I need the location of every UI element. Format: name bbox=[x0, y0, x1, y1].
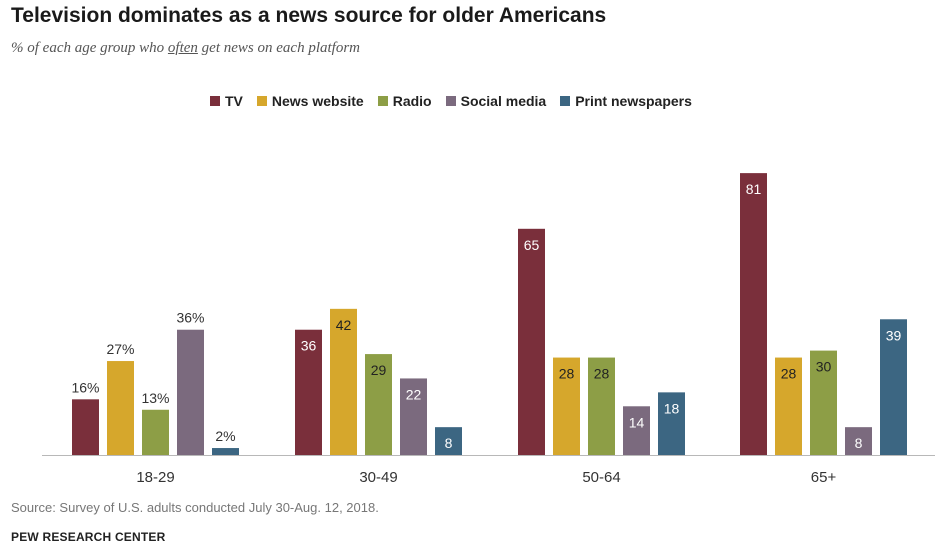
bar-print-newspapers-65+ bbox=[880, 319, 907, 455]
value-label: 42 bbox=[336, 317, 352, 333]
legend-swatch-tv bbox=[210, 96, 220, 106]
category-label: 18-29 bbox=[136, 469, 174, 486]
legend-label-print-newspapers: Print newspapers bbox=[575, 93, 692, 109]
value-label: 22 bbox=[406, 386, 422, 402]
legend-swatch-news-website bbox=[256, 96, 267, 106]
value-label: 36 bbox=[301, 338, 317, 354]
value-label: 13% bbox=[141, 390, 169, 406]
legend-item-print-newspapers: Print newspapers bbox=[560, 93, 692, 109]
bar-tv-30-49 bbox=[295, 329, 322, 455]
bar-tv-65+ bbox=[740, 173, 767, 455]
value-label: 30 bbox=[816, 359, 832, 375]
value-label: 36% bbox=[176, 310, 204, 326]
bar-social-media-65+ bbox=[845, 427, 872, 455]
category-label: 50-64 bbox=[582, 469, 620, 486]
bar-radio-18-29 bbox=[142, 409, 169, 455]
bar-social-media-18-29 bbox=[177, 329, 204, 455]
source-note: Source: Survey of U.S. adults conducted … bbox=[11, 500, 379, 515]
value-label: 14 bbox=[629, 414, 645, 430]
subtitle-before: % of each age group who bbox=[11, 40, 168, 56]
legend: TV News website Radio Social media Print… bbox=[210, 93, 692, 109]
bar-radio-50-64 bbox=[588, 357, 615, 455]
chart-title: Television dominates as a news source fo… bbox=[11, 4, 607, 27]
legend-swatch-radio bbox=[377, 96, 388, 106]
subtitle-emphasis: often bbox=[167, 40, 198, 56]
value-label: 18 bbox=[664, 400, 680, 416]
legend-swatch-social-media bbox=[445, 96, 456, 106]
value-label: 28 bbox=[781, 366, 797, 382]
legend-label-social-media: Social media bbox=[460, 93, 547, 109]
value-label: 29 bbox=[371, 362, 387, 378]
bar-news-website-30-49 bbox=[330, 308, 357, 455]
bar-news-website-18-29 bbox=[107, 361, 134, 455]
value-label: 2% bbox=[215, 428, 235, 444]
legend-swatch-print-newspapers bbox=[560, 96, 571, 106]
value-label: 65 bbox=[524, 237, 540, 253]
legend-item-news-website: News website bbox=[256, 93, 364, 109]
value-label: 28 bbox=[594, 366, 610, 382]
bar-social-media-50-64 bbox=[623, 406, 650, 455]
bar-print-newspapers-50-64 bbox=[658, 392, 685, 455]
bar-print-newspapers-30-49 bbox=[435, 427, 462, 455]
legend-item-social-media: Social media bbox=[445, 93, 547, 109]
chart-subtitle: % of each age group who often get news o… bbox=[11, 40, 360, 57]
value-label: 8 bbox=[855, 435, 863, 451]
legend-label-news-website: News website bbox=[271, 93, 364, 109]
bar-news-website-50-64 bbox=[553, 357, 580, 455]
bar-radio-65+ bbox=[810, 350, 837, 455]
bar-print-newspapers-18-29 bbox=[212, 448, 239, 455]
bar-news-website-65+ bbox=[775, 357, 802, 455]
bar-radio-30-49 bbox=[365, 354, 392, 455]
legend-label-tv: TV bbox=[225, 93, 243, 109]
legend-item-radio: Radio bbox=[377, 93, 432, 109]
category-label: 30-49 bbox=[359, 469, 397, 486]
value-label: 39 bbox=[886, 327, 902, 343]
value-label: 16% bbox=[71, 379, 99, 395]
value-label: 8 bbox=[445, 435, 453, 451]
bar-social-media-30-49 bbox=[400, 378, 427, 455]
bar-tv-18-29 bbox=[72, 399, 99, 455]
bar-tv-50-64 bbox=[518, 228, 545, 455]
category-label: 65+ bbox=[811, 469, 837, 486]
subtitle-after: get news on each platform bbox=[197, 40, 360, 56]
legend-item-tv: TV bbox=[210, 93, 243, 109]
value-label: 28 bbox=[559, 366, 575, 382]
value-label: 27% bbox=[106, 341, 134, 357]
organization-name: PEW RESEARCH CENTER bbox=[11, 530, 166, 544]
value-label: 81 bbox=[746, 181, 762, 197]
legend-label-radio: Radio bbox=[392, 93, 432, 109]
